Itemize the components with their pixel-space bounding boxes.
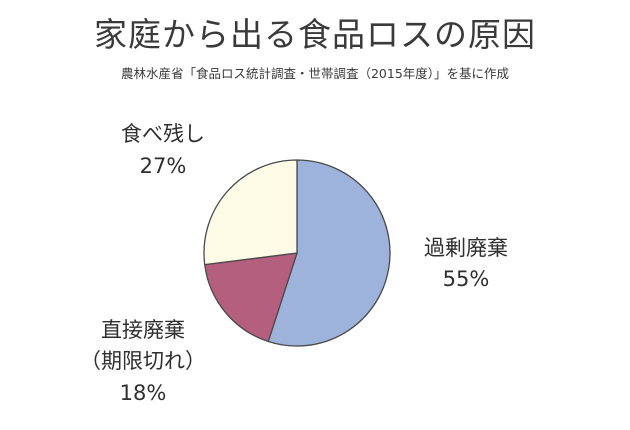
chart-subtitle: 農林水産省「食品ロス統計調査・世帯調査（2015年度）」を基に作成 (120, 66, 510, 81)
chart-title: 家庭から出る食品ロスの原因 (94, 15, 536, 54)
label-group-expired: 直接廃棄 （期限切れ） 18% (80, 318, 206, 405)
slice-label-direct-disposal: 直接廃棄 (101, 318, 185, 342)
slice-direct-disposal (204, 252, 298, 343)
slice-value-leftovers: 27% (140, 154, 187, 178)
slice-label-leftovers: 食べ残し (121, 122, 205, 146)
label-group-leftovers: 食べ残し 27% (121, 122, 205, 178)
slice-leftovers (203, 159, 298, 266)
slice-overdisposal (267, 159, 391, 347)
slice-label-expired: （期限切れ） (80, 349, 206, 373)
pie-slices (203, 159, 391, 347)
slice-value-direct-disposal: 18% (120, 381, 167, 405)
slice-label-overdisposal: 過剰廃棄 (424, 236, 508, 260)
slice-value-overdisposal: 55% (443, 267, 490, 291)
label-group-overspill: 過剰廃棄 55% (424, 236, 508, 291)
